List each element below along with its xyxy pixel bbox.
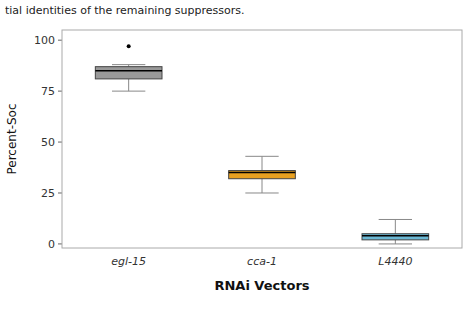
y-tick-label: 25 <box>41 187 55 200</box>
y-tick <box>58 142 62 143</box>
box <box>95 67 162 79</box>
y-axis-label: Percent-Soc <box>5 103 19 174</box>
cap-low <box>379 243 412 244</box>
cap-high <box>379 219 412 220</box>
flier <box>127 44 131 48</box>
caption: tial identities of the remaining suppres… <box>5 4 245 17</box>
box <box>229 171 296 179</box>
y-tick <box>58 243 62 244</box>
chart: tial identities of the remaining suppres… <box>0 0 474 313</box>
whisker-low <box>395 240 396 244</box>
median <box>95 70 162 72</box>
cap-high <box>112 64 145 65</box>
median <box>229 172 296 174</box>
x-tick-label: egl-15 <box>111 255 146 268</box>
whisker-low <box>128 79 129 91</box>
whisker-high <box>262 156 263 170</box>
cap-high <box>245 156 278 157</box>
box <box>362 234 429 240</box>
plot-frame <box>62 30 462 248</box>
y-tick-label: 0 <box>48 238 55 251</box>
y-tick <box>58 192 62 193</box>
whisker-low <box>262 179 263 193</box>
y-tick-label: 50 <box>41 136 55 149</box>
y-tick-label: 75 <box>41 85 55 98</box>
whisker-high <box>395 219 396 233</box>
y-tick <box>58 91 62 92</box>
y-tick-label: 100 <box>34 34 55 47</box>
x-tick-label: cca-1 <box>247 255 277 268</box>
x-axis-label: RNAi Vectors <box>214 278 309 293</box>
y-tick <box>58 40 62 41</box>
plot-marks <box>95 44 428 244</box>
cap-low <box>112 91 145 92</box>
cap-low <box>245 192 278 193</box>
median <box>362 235 429 237</box>
x-tick-label: L4440 <box>378 255 412 268</box>
